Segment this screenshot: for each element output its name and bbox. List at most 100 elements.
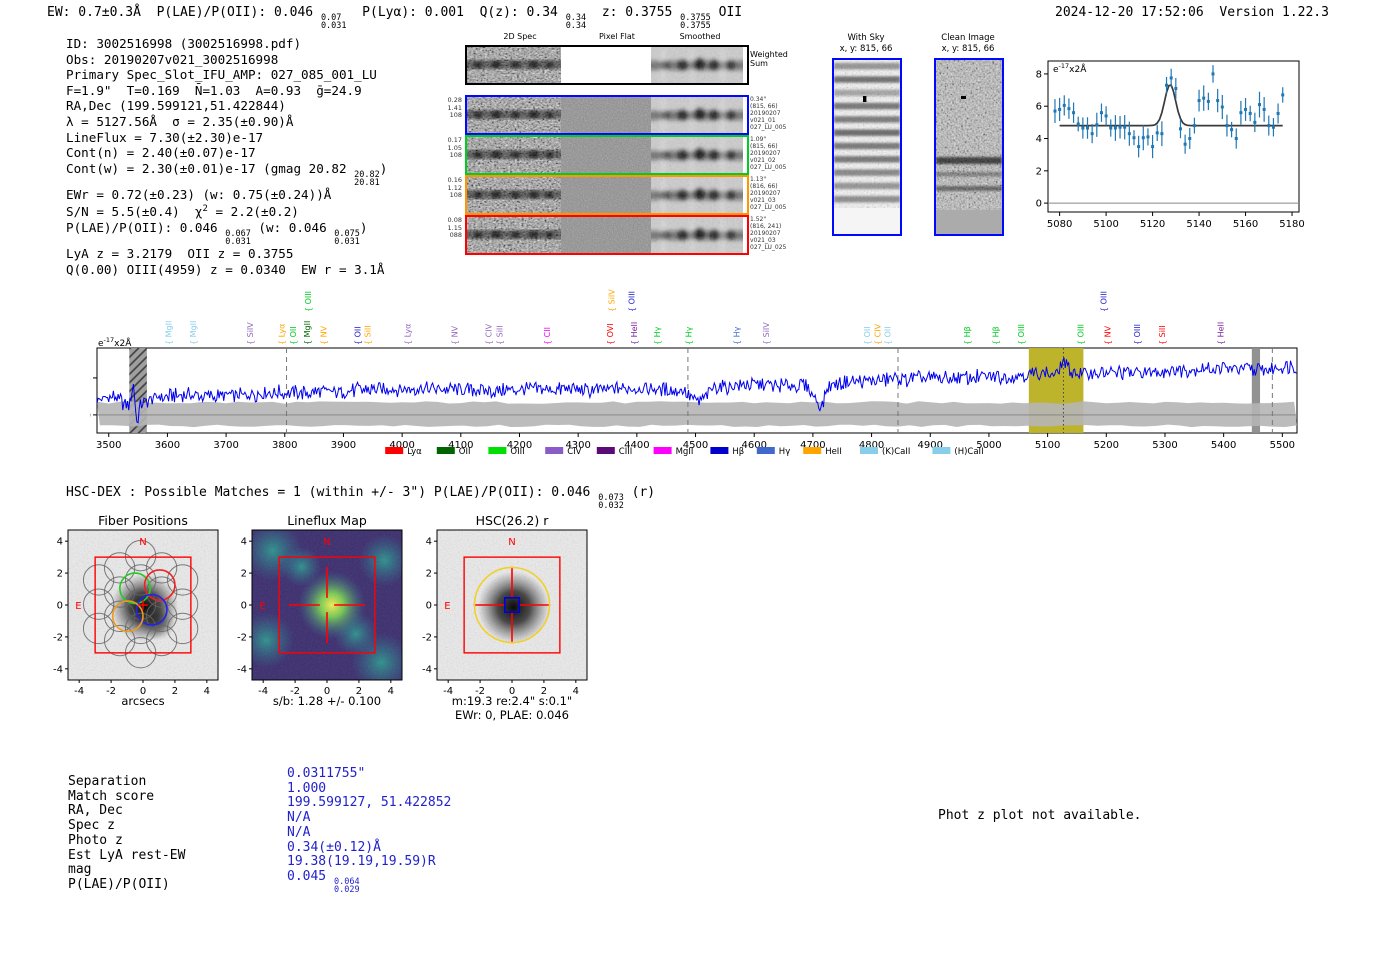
match-row-label: Separation <box>68 774 147 789</box>
text-segment: 0.045 <box>287 868 334 884</box>
legend-label: Lyα <box>407 447 422 457</box>
match-row-value: 19.38(19.19,19.59)R <box>287 854 436 869</box>
right-label-line: 027_LU_005 <box>750 164 787 171</box>
spec2d-cell-0 <box>467 217 561 253</box>
mini-data-point <box>1076 122 1080 126</box>
fiber-circle <box>103 624 136 657</box>
weighted-sum-label: Weighted Sum <box>750 50 788 68</box>
mini-y-tick-label: 8 <box>1036 69 1042 80</box>
texture-image <box>561 137 651 173</box>
right-label-line: 1.09" <box>750 136 767 143</box>
text-segment: N/A <box>287 824 311 840</box>
sky-panel-title: With Sky <box>847 33 885 43</box>
spec2d-row-left-labels: 0.16 1.12 108 <box>440 176 462 200</box>
text-segment: ) <box>379 160 388 176</box>
cutout-y-tick-label: 4 <box>241 537 247 548</box>
east-label: E <box>75 601 81 612</box>
cutout-x-tick-label: 4 <box>573 686 579 697</box>
info-line: LyA z = 3.2179 OII z = 0.3755 <box>66 246 387 262</box>
emission-line-label: { SiIV <box>608 289 617 312</box>
mini-data-point <box>1146 135 1150 139</box>
catalog-position-square <box>504 597 520 613</box>
text-segment: = 2.2(±0.2) <box>207 204 299 220</box>
match-row-value: 199.599127, 51.422852 <box>287 795 451 810</box>
stacked-fraction: 0.3755 0.3755 <box>680 14 711 31</box>
main-x-tick-label: 3700 <box>213 440 238 451</box>
emission-line-label: { NV <box>1103 325 1112 345</box>
main-x-tick-label: 3500 <box>96 440 121 451</box>
spec2d-weighted-row <box>465 45 749 85</box>
stacked-fraction: 0.34 0.34 <box>565 13 587 31</box>
right-label-line: 20190207 <box>750 230 781 237</box>
blank-cell <box>561 47 651 83</box>
spec2d-row-right-labels: 0.34" (815, 66) 20190207 v021_01 027_LU_005 <box>750 96 786 131</box>
east-label: E <box>259 601 265 612</box>
texture-image <box>651 97 743 133</box>
mini-data-point <box>1211 72 1215 76</box>
text-segment: F=1.9" T=0.169 N̄=1.03 A=0.93 ḡ=24.9 <box>66 82 362 98</box>
cutout-x-tick-label: -2 <box>106 686 116 697</box>
info-line: EWr = 0.72(±0.23) (w: 0.75(±0.24))Å <box>66 187 387 203</box>
cutout-y-tick-label: 0 <box>426 601 432 612</box>
cutout-y-tick-label: 4 <box>426 537 432 548</box>
right-label-line: v021_02 <box>750 157 776 164</box>
match-row-label: P(LAE)/P(OII) <box>68 876 170 892</box>
texture-image <box>834 60 900 234</box>
cutout-x-tick-label: -2 <box>475 686 485 697</box>
fiber-circle <box>124 540 157 572</box>
extraction-box <box>463 556 561 654</box>
emission-line-label: { OII <box>883 326 892 345</box>
text-segment: S/N = 5.5(±0.4) χ <box>66 204 203 220</box>
text-segment: z: 0.3755 <box>586 5 681 20</box>
mini-x-tick-label: 5160 <box>1233 219 1258 230</box>
match-row-value: 1.000 <box>287 781 326 796</box>
texture-image <box>467 137 561 173</box>
emission-line-label: { Lyα <box>277 324 286 345</box>
fraction-lower: 0.031 <box>334 237 360 248</box>
fraction-upper: 20.82 <box>354 169 380 180</box>
mini-data-point <box>1095 123 1099 127</box>
mini-x-tick-label: 5120 <box>1140 219 1165 230</box>
mini-data-point <box>1053 109 1057 113</box>
mini-data-point <box>1197 99 1201 103</box>
main-plot-units-label: e-17x2Å <box>98 336 131 349</box>
main-x-tick-label: 3800 <box>272 440 297 451</box>
fraction-lower: 0.031 <box>320 21 347 31</box>
info-line: F=1.9" T=0.169 N̄=1.03 A=0.93 ḡ=24.9 <box>66 83 387 99</box>
main-x-tick-label: 5400 <box>1211 440 1236 451</box>
left-label-line: 1.15 <box>447 223 462 232</box>
info-line: Obs: 20190207v021_3002516998 <box>66 52 387 68</box>
stacked-fraction: 0.073 0.032 <box>598 494 624 511</box>
left-label-line: 1.12 <box>447 183 462 192</box>
text-segment: Cont(w) = 2.30(±0.01)e-17 (gmag 20.82 <box>66 160 355 176</box>
main-x-tick-label: 4100 <box>448 440 473 451</box>
spec2d-cell-1 <box>561 137 651 173</box>
cutout-title-2: HSC(26.2) r <box>475 513 549 528</box>
stacked-fraction: 0.07 0.031 <box>320 14 347 31</box>
mini-data-point <box>1174 86 1178 90</box>
legend-label: CIV <box>567 447 581 457</box>
emission-line-label: { CII <box>543 327 552 345</box>
right-label-line: 1.13" <box>750 176 767 183</box>
mini-data-point <box>1086 126 1090 130</box>
fraction-upper: 0.34 <box>565 13 587 23</box>
full-spectrum-plot: 3500 3600 3700 3800 3900 4000 4100 4200 4300 4400… <box>90 268 1310 468</box>
legend-swatch <box>545 447 564 454</box>
fraction-lower: 0.34 <box>565 21 587 31</box>
right-label-line: (816, 66) <box>750 183 778 190</box>
emission-line-label: { OIII <box>1076 324 1085 345</box>
main-x-tick-label: 3900 <box>331 440 356 451</box>
emission-line-label: { OIII <box>628 291 637 312</box>
cutout-y-tick-label: 2 <box>241 569 247 580</box>
mini-data-point <box>1216 99 1220 103</box>
cutout-xlabel: arcsecs <box>121 694 165 708</box>
left-label-line: 108 <box>449 191 462 199</box>
cutout-title-1: Lineflux Map <box>287 513 367 528</box>
text-segment: Cont(n) = 2.40(±0.07)e-17 <box>66 145 256 161</box>
fiber-circle <box>103 552 136 584</box>
emission-line-label: { CIV <box>873 323 882 345</box>
lineflux-noise <box>252 530 402 680</box>
match-row-value: N/A <box>287 810 310 825</box>
emission-line-label: { SiII <box>364 325 373 345</box>
